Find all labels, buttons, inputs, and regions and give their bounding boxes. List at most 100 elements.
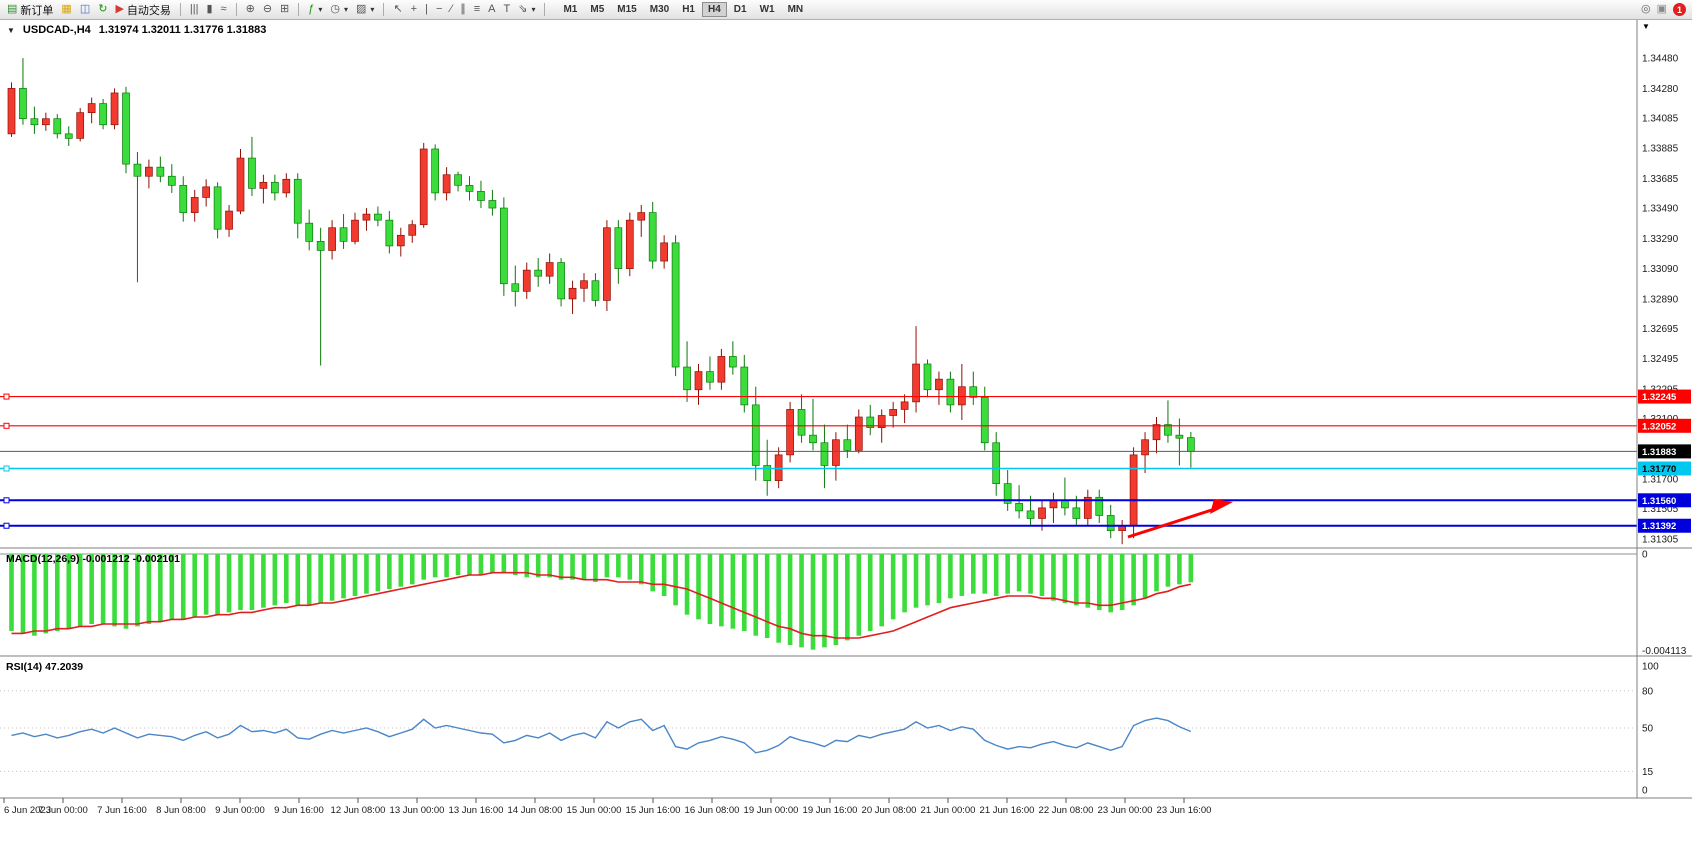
candle-chart-button[interactable]: ▮ bbox=[203, 1, 215, 18]
hline-handle[interactable] bbox=[3, 393, 10, 400]
macd-histogram-bar bbox=[764, 554, 770, 639]
price-axis-label: 1.33685 bbox=[1642, 174, 1679, 185]
macd-histogram-bar bbox=[421, 554, 426, 580]
charts-icon: ▦ bbox=[61, 3, 72, 15]
macd-histogram-bar bbox=[1108, 554, 1113, 613]
macd-histogram-bar bbox=[959, 554, 965, 597]
macd-histogram-bar bbox=[226, 554, 232, 613]
periods-button[interactable]: ◷ ▾ bbox=[327, 1, 351, 18]
arrows-button[interactable]: ⇘ ▾ bbox=[515, 1, 538, 18]
hline-handle[interactable] bbox=[3, 465, 10, 472]
notification-badge[interactable]: 1 bbox=[1673, 3, 1686, 16]
price-scale-dropdown-icon[interactable]: ▼ bbox=[1642, 22, 1650, 31]
price-tag-label: 1.31392 bbox=[1642, 521, 1676, 532]
trend-arrow-head[interactable] bbox=[1210, 499, 1233, 514]
candle-body bbox=[362, 213, 371, 221]
candle-body bbox=[259, 181, 268, 189]
timeframe-h1[interactable]: H1 bbox=[682, 4, 695, 15]
alerts-icon[interactable]: ▣ bbox=[1656, 3, 1667, 15]
timeframe-mn[interactable]: MN bbox=[787, 4, 804, 15]
candle-body bbox=[500, 207, 508, 285]
refresh-button[interactable]: ↻ bbox=[95, 1, 110, 18]
macd-histogram-bar bbox=[1188, 554, 1194, 583]
equidistant-channel-button[interactable]: ∥ bbox=[457, 1, 469, 18]
zoom-in-button[interactable]: ⊕ bbox=[243, 1, 258, 18]
candle-body bbox=[7, 88, 16, 135]
new-order-label: 新订单 bbox=[20, 4, 54, 17]
macd-histogram-bar bbox=[20, 554, 26, 634]
macd-histogram-bar bbox=[638, 554, 644, 585]
macd-histogram-bar bbox=[1028, 554, 1033, 594]
text-button[interactable]: A bbox=[485, 1, 498, 18]
timeframe-m1[interactable]: M1 bbox=[563, 4, 578, 15]
rsi-axis-label: 15 bbox=[1642, 767, 1654, 778]
chart-collapse-icon[interactable]: ▼ bbox=[7, 25, 15, 35]
timeframe-m30[interactable]: M30 bbox=[649, 4, 670, 15]
search-icon[interactable]: ◎ bbox=[1640, 3, 1651, 15]
text-label-icon: T bbox=[503, 3, 511, 15]
vertical-line-button[interactable]: | bbox=[422, 1, 431, 18]
macd-histogram-bar bbox=[730, 554, 736, 629]
trend-arrow-line[interactable] bbox=[1127, 506, 1219, 539]
price-axis-label: 1.33290 bbox=[1642, 234, 1679, 245]
chart-ohlc-values: 1.31974 1.32011 1.31776 1.31883 bbox=[98, 24, 267, 36]
autotrade-button[interactable]: ▶ 自动交易 bbox=[112, 1, 173, 18]
toolbar-separator bbox=[179, 3, 181, 16]
templates-button[interactable]: ▨ ▾ bbox=[353, 1, 377, 18]
macd-histogram-bar bbox=[673, 554, 678, 606]
indicators-dropdown-caret[interactable]: ▾ bbox=[318, 5, 323, 14]
timeframe-m5[interactable]: M5 bbox=[590, 4, 605, 15]
text-label-button[interactable]: T bbox=[501, 1, 514, 18]
candle-body bbox=[248, 157, 256, 189]
timeframe-d1[interactable]: D1 bbox=[733, 4, 747, 15]
hline-handle[interactable] bbox=[3, 422, 10, 429]
macd-histogram-bar bbox=[581, 554, 587, 580]
macd-histogram-bar bbox=[238, 554, 243, 611]
candle-body bbox=[728, 356, 737, 368]
macd-histogram-bar bbox=[1074, 554, 1079, 606]
candle-body bbox=[271, 181, 279, 194]
toolbar-separator bbox=[298, 3, 300, 16]
candle-body bbox=[87, 103, 96, 113]
candle-body bbox=[969, 386, 978, 398]
macd-histogram-bar bbox=[409, 554, 415, 585]
hline-handle[interactable] bbox=[3, 522, 10, 529]
macd-histogram-bar bbox=[936, 554, 942, 604]
periods-dropdown-caret[interactable]: ▾ bbox=[344, 5, 349, 14]
crosshair-button[interactable]: + bbox=[408, 1, 420, 18]
macd-histogram-bar bbox=[329, 554, 335, 601]
fibonacci-button[interactable]: ≡ bbox=[471, 1, 483, 18]
price-axis-label: 1.32890 bbox=[1642, 294, 1679, 305]
arrows-dropdown-caret[interactable]: ▾ bbox=[531, 5, 536, 14]
time-axis-label: 8 Jun 08:00 bbox=[156, 805, 206, 816]
macd-histogram-bar bbox=[948, 554, 953, 599]
indicators-button[interactable]: ƒ ▾ bbox=[305, 1, 325, 18]
candle-body bbox=[1141, 439, 1149, 456]
line-chart-button[interactable]: ≈ bbox=[218, 1, 230, 18]
timeframe-w1[interactable]: W1 bbox=[759, 4, 775, 15]
zoom-out-button[interactable]: ⊖ bbox=[260, 1, 275, 18]
trendline-button[interactable]: ∕ bbox=[447, 1, 455, 18]
new-order-button[interactable]: ▤ 新订单 bbox=[4, 1, 56, 18]
hline-handle[interactable] bbox=[3, 497, 10, 504]
candle-body bbox=[740, 366, 749, 406]
cursor-button[interactable]: ↖ bbox=[390, 1, 405, 18]
templates-dropdown-caret[interactable]: ▾ bbox=[370, 5, 375, 14]
toolbar-separator bbox=[235, 3, 237, 16]
macd-histogram-bar bbox=[742, 554, 747, 632]
candle-body bbox=[122, 92, 130, 165]
timeframe-h4[interactable]: H4 bbox=[701, 2, 727, 17]
macd-histogram-bar bbox=[810, 554, 816, 650]
horizontal-line-button[interactable]: − bbox=[433, 1, 445, 18]
candle-body bbox=[76, 112, 85, 139]
macd-histogram-bar bbox=[77, 554, 83, 627]
charts-button[interactable]: ▦ bbox=[58, 1, 74, 18]
crosshair-icon: + bbox=[410, 3, 418, 15]
bar-chart-button[interactable]: ||| bbox=[187, 1, 202, 18]
candle-body bbox=[179, 184, 188, 213]
profiles-button[interactable]: ◫ bbox=[77, 1, 93, 18]
tile-windows-button[interactable]: ⊞ bbox=[277, 1, 292, 18]
macd-histogram-bar bbox=[203, 554, 209, 615]
timeframe-m15[interactable]: M15 bbox=[617, 4, 637, 15]
